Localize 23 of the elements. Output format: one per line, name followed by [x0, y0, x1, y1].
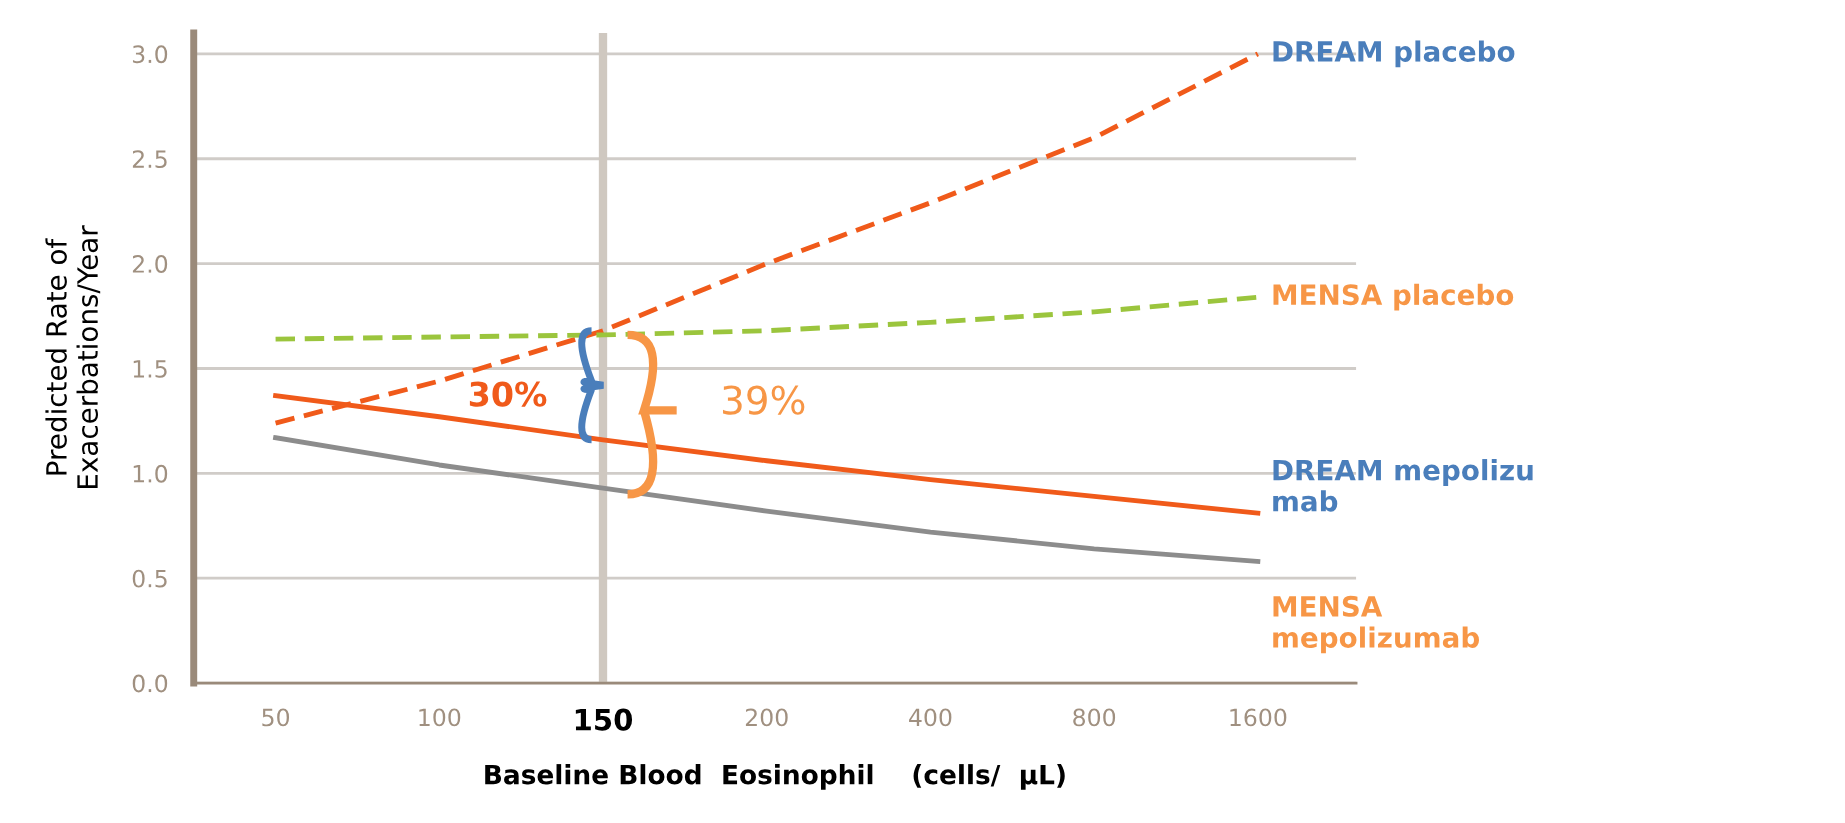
y-tick-label: 1.0 — [133, 464, 168, 483]
y-tick-label: 0.0 — [132, 674, 168, 693]
line-series — [273, 435, 1261, 564]
x-axis-title: Baseline Blood Eosinophil (cells/ µL) — [485, 764, 1065, 790]
x-tick-label: 200 — [745, 708, 788, 727]
y-tick-label: 2.5 — [132, 150, 167, 169]
y-tick-label: 3.0 — [132, 45, 168, 64]
x-tick-label: 150 — [575, 708, 633, 731]
x-tick-label: 800 — [1073, 708, 1116, 727]
annotation: 39% — [723, 385, 805, 415]
series-label: DREAM mepolizu mab — [1273, 459, 1533, 512]
y-tick-label: 0.5 — [132, 569, 167, 588]
x-tick-label: 50 — [262, 708, 290, 727]
annotation: 30% — [469, 381, 547, 407]
x-tick-label: 1600 — [1230, 708, 1287, 727]
y-tick-label: 1.5 — [133, 360, 167, 378]
series-label: MENSA mepolizumab — [1273, 595, 1480, 654]
x-tick-label: 100 — [419, 708, 461, 727]
y-tick-label: 2.0 — [132, 255, 168, 273]
y-axis-title: Predicted Rate of Exacerbations/Year — [45, 225, 101, 488]
x-tick-label: 400 — [909, 708, 952, 727]
series-label: DREAM placebo — [1273, 40, 1515, 68]
series-label: MENSA placebo — [1273, 283, 1514, 311]
